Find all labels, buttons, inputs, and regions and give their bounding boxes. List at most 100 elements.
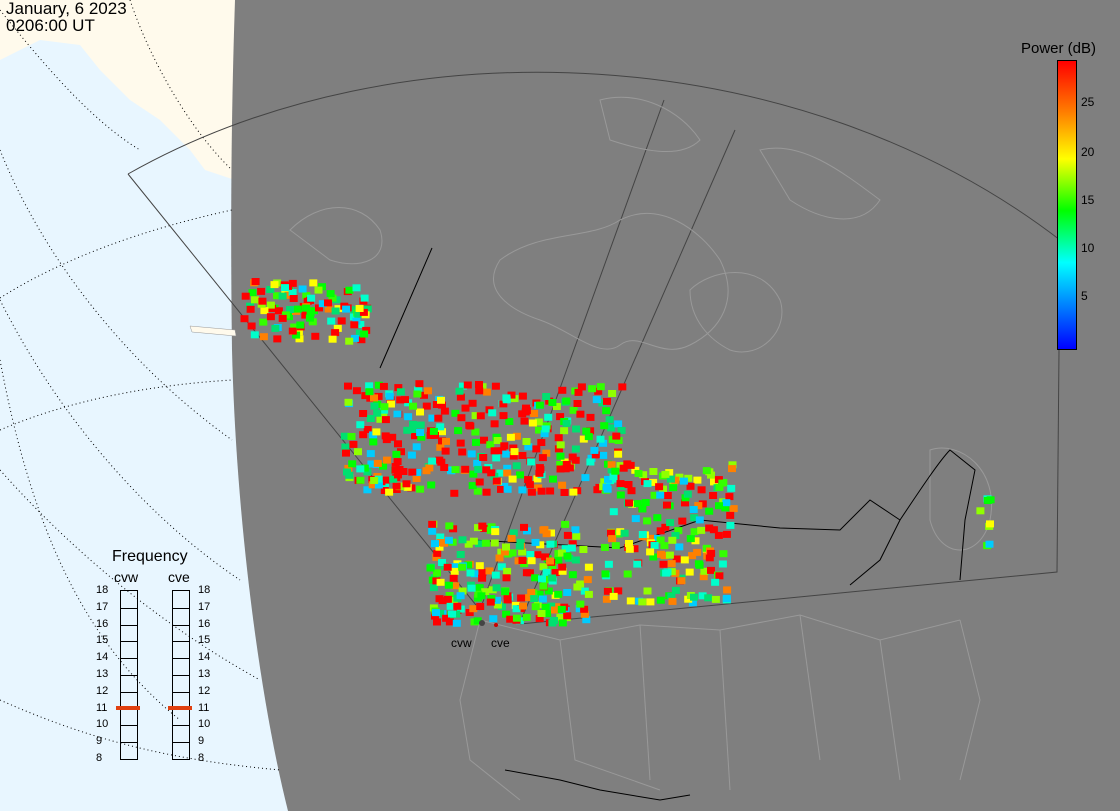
cvw-site-marker (479, 620, 485, 626)
echo-cell (681, 499, 689, 507)
echo-cell (671, 586, 680, 594)
echo-cell (672, 555, 681, 563)
echo-cell (499, 400, 508, 408)
echo-cell (445, 522, 454, 530)
echo-cell (251, 278, 260, 285)
echo-cell (447, 467, 456, 475)
echo-cell (571, 456, 580, 464)
echo-cell (404, 413, 413, 421)
echo-cell (385, 488, 394, 496)
echo-cell (382, 436, 391, 444)
echo-cell (680, 556, 689, 564)
echo-cell (707, 549, 716, 557)
echo-cell (417, 433, 426, 441)
echo-cell (518, 548, 527, 556)
echo-cell (600, 543, 609, 551)
echo-cell (473, 459, 482, 467)
echo-cell (366, 415, 375, 422)
echo-cell (686, 482, 695, 490)
echo-cell (655, 483, 664, 491)
echo-cell (540, 430, 549, 438)
freq-scale-row (173, 624, 189, 642)
echo-cell (495, 554, 504, 562)
echo-cell (662, 569, 671, 577)
echo-cell (476, 603, 485, 610)
echo-cell (715, 483, 724, 491)
freq-scale-row (173, 641, 189, 658)
echo-cell (726, 521, 735, 529)
echo-cell (360, 464, 369, 472)
echo-cell (625, 545, 634, 553)
echo-cell (557, 549, 566, 557)
echo-cell (596, 435, 605, 443)
echo-cell (356, 465, 365, 473)
echo-cell (584, 563, 593, 571)
echo-cell (686, 535, 695, 543)
echo-cell (697, 526, 706, 534)
echo-cell (592, 396, 601, 404)
echo-cell (474, 524, 482, 532)
echo-cell (482, 466, 491, 474)
echo-cell (380, 487, 389, 494)
echo-cell (554, 557, 563, 564)
echo-cell (643, 480, 652, 488)
echo-cell (503, 567, 512, 575)
echo-cell (617, 427, 626, 434)
echo-cell (362, 326, 371, 334)
echo-cell (538, 575, 546, 583)
echo-cell (688, 599, 697, 607)
echo-cell (516, 538, 525, 546)
echo-cell (363, 426, 372, 433)
echo-cell (369, 438, 378, 446)
echo-cell (607, 461, 616, 469)
echo-cell (458, 382, 467, 390)
echo-cell (558, 481, 567, 489)
echo-cell (569, 488, 578, 496)
aleutian-islands (189, 325, 237, 337)
echo-cell (656, 536, 665, 544)
echo-cell (627, 487, 636, 495)
echo-cell (525, 594, 533, 602)
echo-cell (500, 548, 509, 556)
echo-cell (693, 548, 702, 556)
echo-cell (454, 427, 463, 435)
echo-cell (650, 542, 659, 549)
echo-cell (588, 385, 597, 393)
echo-cell (722, 499, 731, 507)
echo-cell (240, 315, 249, 323)
echo-cell (463, 381, 472, 389)
echo-cell (258, 297, 267, 305)
echo-cell (461, 404, 470, 412)
echo-cell (433, 549, 442, 557)
echo-cell (455, 387, 464, 395)
echo-cell (695, 516, 704, 524)
echo-cell (475, 381, 483, 388)
echo-cell (311, 332, 320, 340)
echo-cell (288, 327, 297, 335)
echo-cell (469, 470, 478, 478)
echo-cell (986, 520, 994, 528)
echo-cell (394, 471, 402, 479)
freq-tick-left: 14 (96, 651, 109, 664)
echo-cell (298, 285, 307, 293)
echo-cell (558, 619, 567, 627)
echo-cell (428, 457, 437, 465)
echo-cell (492, 477, 501, 485)
echo-cell (718, 479, 727, 487)
echo-cell (625, 540, 633, 547)
echo-cell (580, 605, 589, 613)
echo-cell (517, 594, 526, 602)
echo-cell (623, 570, 632, 578)
echo-cell (481, 588, 490, 596)
echo-cell (616, 491, 625, 499)
echo-cell (413, 390, 422, 398)
echo-cell (416, 485, 425, 493)
freq-tick-left: 12 (96, 684, 109, 697)
echo-cell (546, 487, 555, 495)
freq-scale-row (121, 725, 137, 742)
radar-echoes (240, 278, 995, 627)
freq-tick-right: 13 (198, 668, 211, 680)
echo-cell (719, 550, 728, 558)
echo-cell (705, 507, 714, 515)
echo-cell (489, 615, 498, 623)
